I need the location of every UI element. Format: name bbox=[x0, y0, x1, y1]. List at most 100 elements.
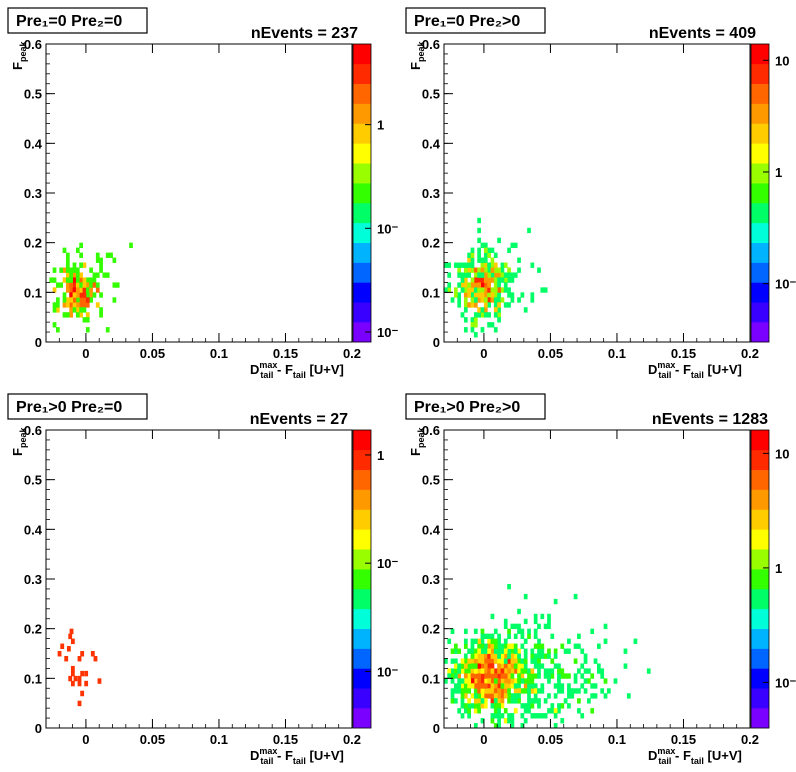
heatmap-cell bbox=[613, 678, 618, 684]
color-scale-band bbox=[751, 302, 769, 323]
heatmap-cell bbox=[70, 665, 75, 672]
heatmap-cell bbox=[513, 633, 518, 639]
color-scale-label: 1 bbox=[775, 165, 782, 180]
heatmap-cell bbox=[507, 663, 511, 669]
heatmap-cell bbox=[80, 651, 85, 657]
heatmap-cell bbox=[470, 292, 475, 298]
heatmap-cell bbox=[480, 272, 485, 278]
heatmap-cell bbox=[557, 663, 561, 669]
color-scale-band bbox=[353, 222, 371, 243]
heatmap-cell bbox=[490, 658, 495, 664]
heatmap-cell bbox=[537, 653, 541, 659]
heatmap-cell bbox=[457, 267, 462, 273]
heatmap-cell bbox=[497, 698, 501, 704]
heatmap-cell bbox=[540, 653, 545, 659]
heatmap-cell bbox=[85, 287, 90, 293]
heatmap-cell bbox=[560, 643, 565, 649]
heatmap-cell bbox=[69, 628, 74, 635]
heatmap-cell bbox=[477, 708, 481, 714]
x-tick-label: 0 bbox=[82, 346, 89, 361]
color-scale-label: 10⁻² bbox=[377, 664, 403, 679]
heatmap-cell bbox=[567, 693, 571, 699]
heatmap-cell bbox=[477, 252, 481, 258]
heatmap-cell bbox=[89, 267, 93, 273]
heatmap-cell bbox=[530, 297, 535, 303]
heatmap-cell bbox=[493, 638, 498, 644]
heatmap-cell bbox=[65, 252, 70, 258]
color-scale-band bbox=[751, 668, 769, 689]
color-scale-band bbox=[353, 509, 371, 530]
heatmap-cell bbox=[553, 713, 558, 719]
heatmap-cell bbox=[493, 723, 498, 729]
heatmap-cell bbox=[79, 312, 83, 318]
heatmap-cell bbox=[70, 670, 75, 677]
heatmap-cell bbox=[72, 262, 77, 268]
heatmap-cell bbox=[463, 292, 468, 298]
heatmap-cell bbox=[510, 648, 515, 654]
heatmap-cell bbox=[97, 678, 102, 684]
color-scale-band bbox=[751, 63, 769, 85]
heatmap-cell bbox=[55, 307, 60, 313]
heatmap-cell bbox=[590, 628, 595, 635]
heatmap-cell bbox=[480, 678, 485, 684]
heatmap-cell bbox=[497, 703, 501, 709]
heatmap-cell bbox=[473, 698, 478, 704]
y-tick-label: 0.4 bbox=[24, 522, 43, 537]
heatmap-cell bbox=[82, 307, 87, 313]
heatmap-cell bbox=[560, 673, 565, 679]
color-scale-label: 10 bbox=[775, 53, 789, 68]
heatmap-cell bbox=[79, 282, 83, 288]
heatmap-cell bbox=[483, 693, 488, 699]
heatmap-cell bbox=[480, 658, 485, 664]
y-tick-label: 0.2 bbox=[24, 236, 42, 251]
heatmap-cell bbox=[463, 678, 468, 684]
heatmap-cell bbox=[473, 678, 478, 684]
heatmap-cell bbox=[517, 623, 521, 630]
heatmap-cell bbox=[493, 678, 498, 684]
heatmap-cell bbox=[95, 282, 100, 288]
heatmap-cell bbox=[493, 713, 498, 719]
title-box bbox=[405, 393, 546, 420]
color-scale-band bbox=[751, 688, 769, 709]
heatmap-cell bbox=[583, 653, 588, 659]
heatmap-cell bbox=[450, 698, 455, 704]
heatmap-cell bbox=[463, 277, 468, 283]
heatmap-cell bbox=[533, 653, 538, 659]
heatmap-cell bbox=[467, 708, 472, 714]
heatmap-cell bbox=[470, 678, 475, 684]
heatmap-cell bbox=[480, 628, 485, 635]
heatmap-cell bbox=[79, 252, 83, 258]
heatmap-cell bbox=[467, 302, 472, 308]
heatmap-cell bbox=[557, 703, 561, 709]
heatmap-cell bbox=[85, 302, 90, 308]
heatmap-cell bbox=[623, 663, 628, 669]
heatmap-cell bbox=[112, 282, 117, 288]
heatmap-cell bbox=[503, 277, 508, 283]
heatmap-cell bbox=[105, 327, 110, 333]
heatmap-cell bbox=[527, 698, 531, 704]
heatmap-cell bbox=[490, 648, 495, 654]
heatmap-cell bbox=[69, 302, 74, 308]
heatmap-cell bbox=[493, 673, 498, 679]
heatmap-cell bbox=[52, 287, 57, 293]
heatmap-cell bbox=[444, 678, 448, 684]
heatmap-cell bbox=[480, 327, 485, 333]
heatmap-cell bbox=[457, 688, 462, 694]
heatmap-cell bbox=[463, 688, 468, 694]
heatmap-cell bbox=[487, 663, 491, 669]
heatmap-cell bbox=[457, 673, 462, 679]
heatmap-cell bbox=[477, 297, 481, 303]
heatmap-cell bbox=[507, 698, 511, 704]
heatmap-cell bbox=[553, 653, 558, 659]
heatmap-cell bbox=[527, 693, 531, 699]
heatmap-cell bbox=[527, 227, 531, 234]
heatmap-cell bbox=[513, 242, 518, 249]
heatmap-cell bbox=[69, 312, 74, 318]
y-tick-label: 0.4 bbox=[422, 522, 441, 537]
heatmap-cell bbox=[72, 292, 77, 298]
heatmap-cell bbox=[503, 663, 508, 669]
heatmap-cell bbox=[567, 688, 571, 694]
heatmap-cell bbox=[480, 698, 485, 704]
color-scale-band bbox=[353, 628, 371, 649]
heatmap-cell bbox=[65, 272, 70, 278]
